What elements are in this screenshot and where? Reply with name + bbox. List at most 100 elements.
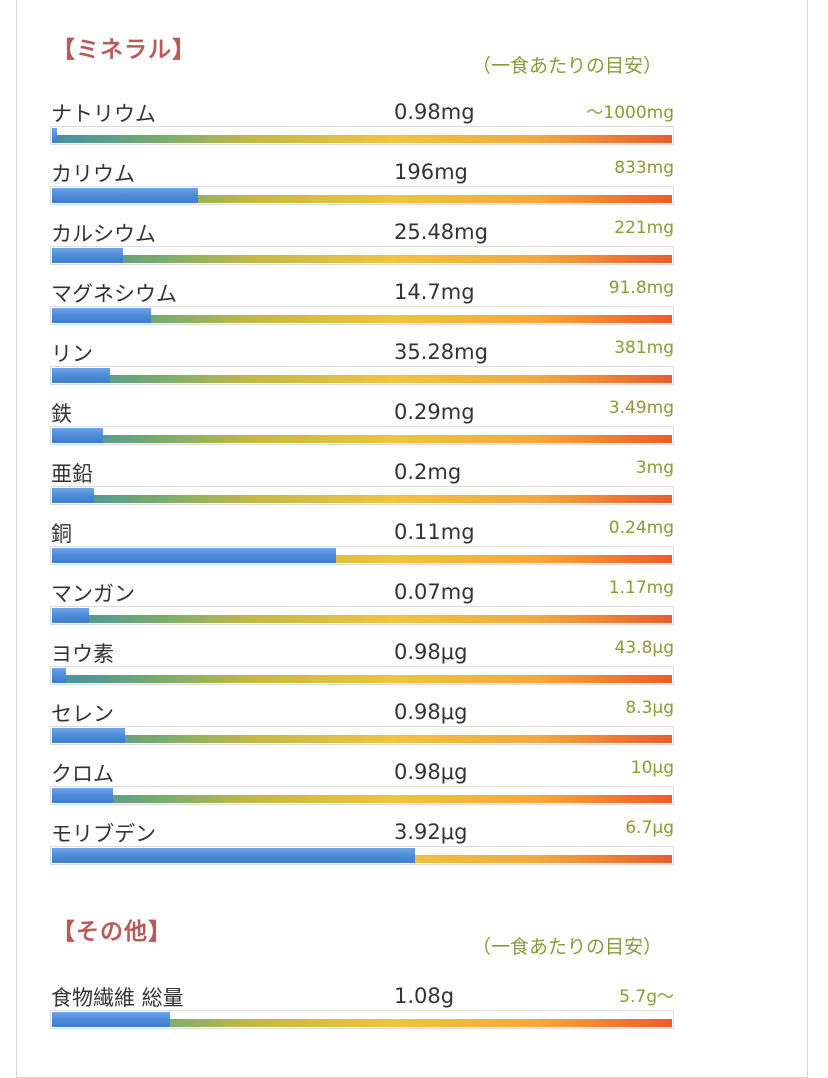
nutrient-target: 8.3μg [625, 698, 674, 718]
nutrient-progress-bar [50, 726, 674, 745]
progress-fill [52, 728, 125, 743]
progress-track-gradient [52, 615, 672, 623]
progress-fill [52, 188, 198, 203]
nutrient-amount: 196mg [394, 160, 468, 184]
nutrient-row: マグネシウム 14.7mg 91.8mg [50, 278, 674, 334]
nutrient-target: 833mg [614, 158, 674, 178]
nutrient-target: 0.24mg [608, 518, 674, 538]
nutrient-name: クロム [51, 762, 114, 786]
progress-fill [52, 668, 66, 683]
nutrient-target: 5.7g〜 [619, 987, 674, 1007]
nutrient-amount: 14.7mg [394, 280, 475, 304]
progress-track-gradient [52, 795, 672, 803]
nutrient-progress-bar [50, 546, 674, 565]
nutrient-progress-bar [50, 846, 674, 865]
minerals-section-title: 【ミネラル】 [52, 37, 196, 63]
nutrient-row: クロム 0.98μg 10μg [50, 758, 674, 814]
nutrient-amount: 1.08g [394, 984, 455, 1008]
nutrient-target: 〜1000mg [586, 103, 674, 123]
nutrient-amount: 0.98μg [394, 760, 468, 784]
nutrient-progress-bar [50, 366, 674, 385]
nutrient-row: 銅 0.11mg 0.24mg [50, 518, 674, 574]
nutrient-row: カリウム 196mg 833mg [50, 158, 674, 214]
nutrient-amount: 3.92μg [394, 820, 468, 844]
nutrient-row: 食物繊維 総量 1.08g 5.7g〜 [50, 982, 674, 1038]
progress-track-gradient [52, 735, 672, 743]
nutrient-amount: 0.98μg [394, 640, 468, 664]
nutrient-name: ヨウ素 [51, 642, 114, 666]
nutrient-name: セレン [51, 702, 114, 726]
progress-fill [52, 608, 89, 623]
nutrient-name: 鉄 [51, 402, 72, 426]
nutrient-progress-bar [50, 666, 674, 685]
nutrient-progress-bar [50, 486, 674, 505]
progress-track-gradient [52, 1019, 672, 1027]
nutrient-name: マンガン [51, 582, 135, 606]
nutrient-progress-bar [50, 606, 674, 625]
nutrient-progress-bar [50, 126, 674, 145]
nutrient-row: セレン 0.98μg 8.3μg [50, 698, 674, 754]
other-section-title: 【その他】 [52, 919, 172, 945]
nutrient-amount: 0.11mg [394, 520, 475, 544]
progress-fill [52, 428, 103, 443]
nutrient-target: 6.7μg [625, 818, 674, 838]
progress-fill [52, 128, 57, 143]
nutrient-progress-bar [50, 306, 674, 325]
progress-fill [52, 848, 415, 863]
nutrient-target: 91.8mg [608, 278, 674, 298]
nutrient-row: モリブデン 3.92μg 6.7μg [50, 818, 674, 874]
minerals-per-serving-label: （一食あたりの目安） [471, 55, 662, 77]
progress-fill [52, 1012, 170, 1027]
nutrient-progress-bar [50, 186, 674, 205]
nutrition-panel [16, 0, 808, 1078]
other-per-serving-label: （一食あたりの目安） [471, 936, 662, 958]
nutrient-amount: 0.98mg [394, 100, 475, 124]
progress-track-gradient [52, 435, 672, 443]
nutrient-progress-bar [50, 426, 674, 445]
progress-track-gradient [52, 135, 672, 143]
progress-fill [52, 548, 336, 563]
nutrient-name: マグネシウム [51, 282, 177, 306]
nutrient-amount: 35.28mg [394, 340, 488, 364]
progress-track-gradient [52, 375, 672, 383]
nutrient-progress-bar [50, 1010, 674, 1029]
nutrient-target: 1.17mg [608, 578, 674, 598]
nutrient-row: ヨウ素 0.98μg 43.8μg [50, 638, 674, 694]
nutrient-name: カルシウム [51, 222, 156, 246]
nutrient-target: 221mg [614, 218, 674, 238]
nutrient-amount: 25.48mg [394, 220, 488, 244]
nutrient-row: 亜鉛 0.2mg 3mg [50, 458, 674, 514]
progress-fill [52, 368, 110, 383]
nutrient-name: リン [51, 342, 93, 366]
progress-track-gradient [52, 495, 672, 503]
progress-track-gradient [52, 675, 672, 683]
nutrient-progress-bar [50, 246, 674, 265]
nutrient-row: ナトリウム 0.98mg 〜1000mg [50, 98, 674, 154]
nutrient-name: モリブデン [51, 822, 156, 846]
nutrient-name: カリウム [51, 162, 135, 186]
nutrient-amount: 0.29mg [394, 400, 475, 424]
nutrient-target: 3.49mg [608, 398, 674, 418]
nutrient-row: マンガン 0.07mg 1.17mg [50, 578, 674, 634]
nutrient-target: 381mg [614, 338, 674, 358]
nutrient-target: 43.8μg [614, 638, 674, 658]
progress-fill [52, 248, 123, 263]
nutrient-name: ナトリウム [51, 102, 156, 126]
progress-fill [52, 488, 94, 503]
nutrient-target: 10μg [630, 758, 674, 778]
nutrient-amount: 0.2mg [394, 460, 462, 484]
nutrient-amount: 0.98μg [394, 700, 468, 724]
nutrient-row: 鉄 0.29mg 3.49mg [50, 398, 674, 454]
progress-track-gradient [52, 555, 672, 563]
progress-track-gradient [52, 255, 672, 263]
progress-fill [52, 788, 113, 803]
progress-track-gradient [52, 195, 672, 203]
progress-fill [52, 308, 151, 323]
nutrient-row: リン 35.28mg 381mg [50, 338, 674, 394]
nutrient-name: 銅 [51, 522, 72, 546]
nutrient-target: 3mg [635, 458, 674, 478]
progress-track-gradient [52, 315, 672, 323]
nutrient-name: 亜鉛 [51, 462, 93, 486]
nutrient-amount: 0.07mg [394, 580, 475, 604]
nutrient-progress-bar [50, 786, 674, 805]
